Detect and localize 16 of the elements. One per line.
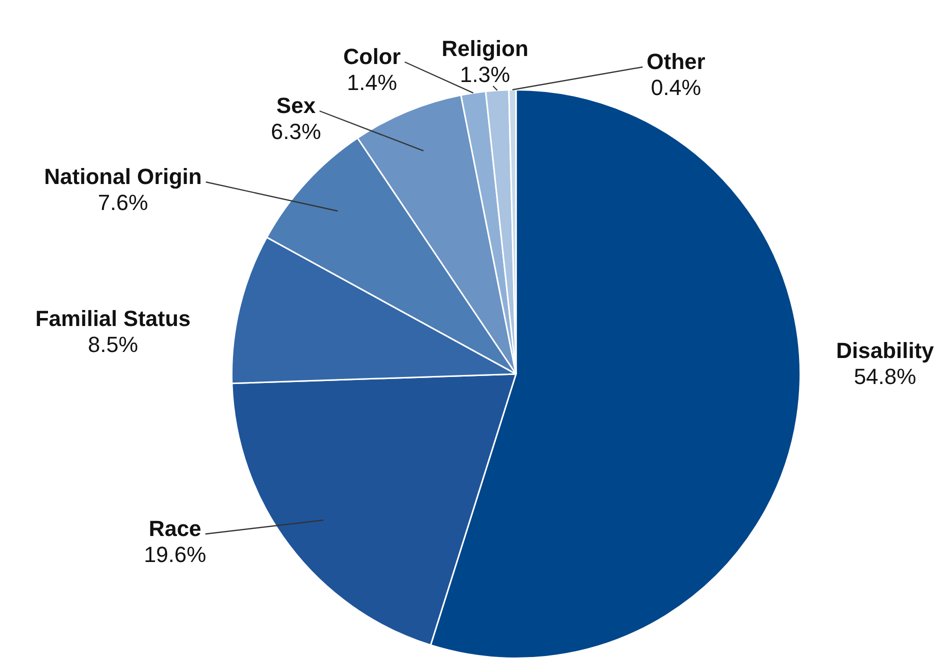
data-label: 7.6% — [98, 190, 148, 216]
slice-label: Familial Status — [35, 306, 191, 332]
slice-label: National Origin — [44, 164, 202, 190]
slice-label: Sex — [276, 93, 316, 118]
slice-label: Race — [148, 516, 202, 542]
slice-label: Other — [646, 49, 706, 74]
data-label: 19.6% — [144, 542, 206, 568]
data-label: 1.3% — [460, 62, 510, 88]
slice-label: Religion — [442, 36, 528, 62]
data-label: 1.4% — [346, 70, 398, 96]
data-label: 0.4% — [650, 75, 702, 100]
slice-label: Color — [343, 44, 402, 70]
data-label: 8.5% — [88, 332, 138, 358]
data-label: 6.3% — [270, 119, 322, 144]
slice-label: Disability — [836, 338, 935, 364]
data-label: 54.8% — [854, 364, 916, 390]
